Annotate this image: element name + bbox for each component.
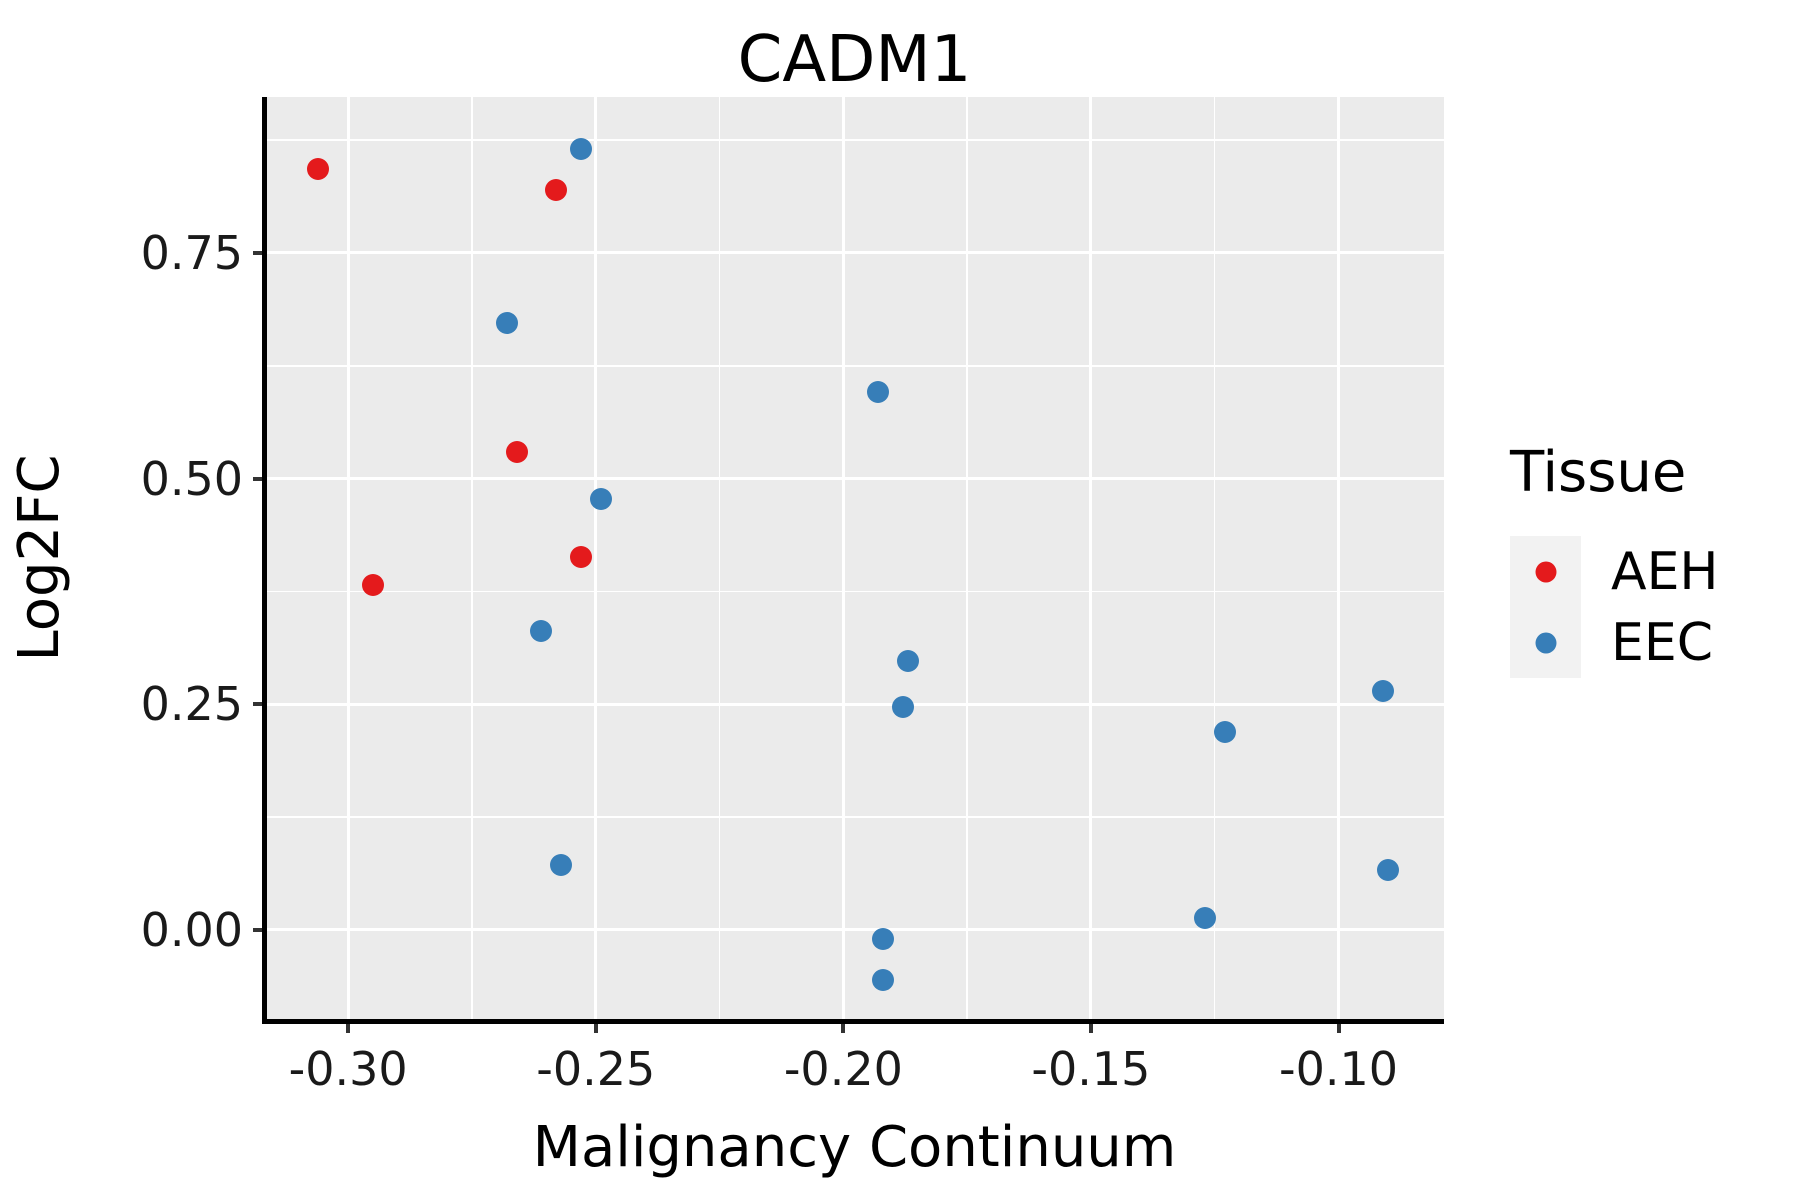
data-point-eec <box>1193 907 1216 930</box>
x-tick-mark <box>1336 1024 1341 1033</box>
legend-key-aeh <box>1510 536 1581 607</box>
major-gridline-x <box>1089 97 1093 1019</box>
minor-gridline-x <box>471 97 473 1019</box>
data-point-eec <box>1213 721 1236 744</box>
minor-gridline-y <box>265 816 1444 818</box>
x-tick-label: -0.20 <box>783 1042 903 1096</box>
y-tick-label: 0.25 <box>140 677 243 732</box>
x-tick-label: -0.10 <box>1279 1042 1399 1096</box>
minor-gridline-x <box>1213 97 1216 1019</box>
y-tick-label: 0.50 <box>140 451 243 506</box>
y-axis-title: Log2FC <box>7 454 72 662</box>
legend-title: Tissue <box>1510 440 1687 505</box>
data-point-aeh <box>505 441 528 464</box>
aeh-swatch-icon <box>1535 561 1556 582</box>
legend: Tissue AEH EEC <box>1510 440 1719 678</box>
major-gridline-y <box>265 928 1444 932</box>
data-point-eec <box>589 488 612 511</box>
data-point-aeh <box>307 157 330 180</box>
data-point-eec <box>1377 859 1400 882</box>
major-gridline-x <box>594 97 598 1019</box>
data-point-eec <box>495 312 518 335</box>
legend-label-aeh: AEH <box>1611 541 1719 602</box>
y-tick-mark <box>253 927 262 932</box>
data-point-eec <box>891 696 914 718</box>
minor-gridline-x <box>966 97 968 1019</box>
x-tick-mark <box>1088 1024 1093 1033</box>
major-gridline-x <box>346 97 350 1019</box>
major-gridline-x <box>1337 97 1341 1019</box>
data-point-aeh <box>545 178 568 201</box>
major-gridline-x <box>841 97 845 1019</box>
minor-gridline-y <box>265 139 1444 141</box>
data-point-eec <box>867 380 890 403</box>
minor-gridline-x <box>718 97 721 1019</box>
major-gridline-y <box>265 477 1444 481</box>
data-point-eec <box>1372 679 1395 702</box>
legend-label-eec: EEC <box>1611 612 1714 673</box>
major-gridline-y <box>265 702 1444 706</box>
data-point-aeh <box>361 574 384 597</box>
data-point-eec <box>569 138 592 161</box>
legend-key-eec <box>1510 607 1581 678</box>
y-tick-mark <box>253 250 262 255</box>
x-tick-label: -0.30 <box>288 1042 408 1096</box>
x-tick-label: -0.25 <box>536 1042 656 1096</box>
legend-entry-eec: EEC <box>1510 607 1719 678</box>
x-tick-mark <box>593 1024 598 1033</box>
data-point-eec <box>896 649 919 672</box>
y-tick-mark <box>253 702 262 707</box>
data-point-aeh <box>569 546 592 569</box>
y-axis-line <box>262 97 267 1024</box>
minor-gridline-y <box>265 365 1444 367</box>
x-tick-mark <box>346 1024 351 1033</box>
x-axis-title: Malignancy Continuum <box>532 1115 1177 1180</box>
y-tick-label: 0.75 <box>140 225 243 280</box>
x-tick-mark <box>841 1024 846 1033</box>
legend-entry-aeh: AEH <box>1510 536 1719 607</box>
major-gridline-y <box>265 251 1444 255</box>
data-point-eec <box>871 928 894 950</box>
y-tick-label: 0.00 <box>140 902 243 957</box>
data-point-eec <box>530 620 553 643</box>
x-axis-line <box>262 1019 1444 1024</box>
data-point-eec <box>871 968 894 991</box>
y-tick-mark <box>253 476 262 481</box>
plot-panel <box>265 97 1444 1019</box>
eec-swatch-icon <box>1535 632 1556 653</box>
legend-entries: AEH EEC <box>1510 536 1719 678</box>
minor-gridline-y <box>265 590 1444 593</box>
data-point-eec <box>550 853 573 876</box>
plot-title: CADM1 <box>737 23 972 97</box>
x-tick-label: -0.15 <box>1031 1042 1151 1096</box>
